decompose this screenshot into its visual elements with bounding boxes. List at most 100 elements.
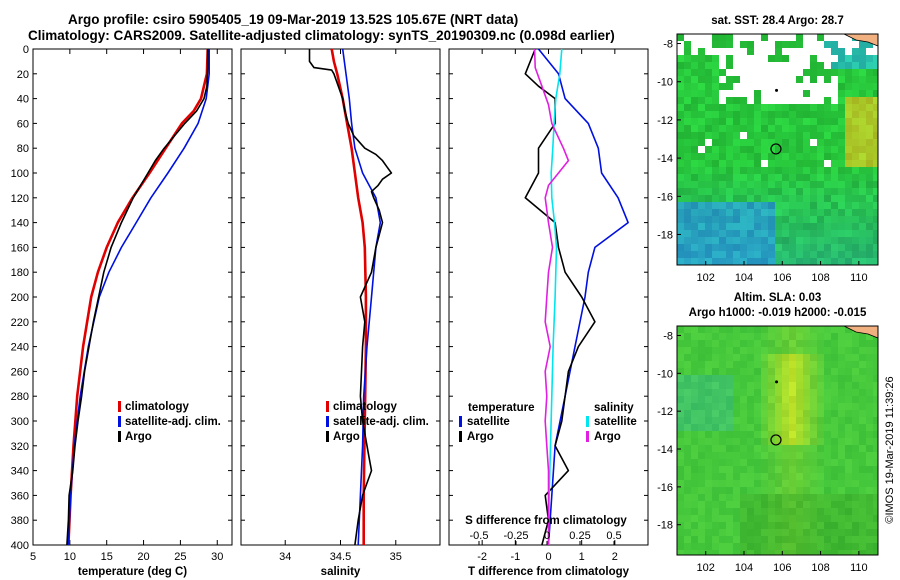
map-cell [775, 216, 782, 223]
map-cell [810, 230, 817, 237]
map-cell [789, 536, 796, 543]
map-cell [698, 529, 705, 536]
map-cell [782, 326, 789, 333]
map-cell [789, 529, 796, 536]
map-cell [796, 118, 803, 125]
map-cell [831, 174, 838, 181]
map-cell [768, 459, 775, 466]
map-cell [698, 139, 705, 146]
map-cell [859, 153, 866, 160]
map-cell [782, 34, 789, 41]
map-cell [712, 424, 719, 431]
map-cell [677, 202, 684, 209]
map-cell [852, 494, 859, 501]
map-cell [726, 473, 733, 480]
map-cell [789, 396, 796, 403]
map-cell [698, 174, 705, 181]
map-cell [852, 410, 859, 417]
map-cell [754, 529, 761, 536]
map-cell [698, 536, 705, 543]
map-x-tick-label: 110 [850, 562, 868, 574]
map-subtitle: Argo h1000: -0.019 h2000: -0.015 [689, 307, 867, 319]
map-cell [719, 487, 726, 494]
map-cell [817, 195, 824, 202]
map-cell [747, 536, 754, 543]
map-cell [810, 340, 817, 347]
map-cell [705, 368, 712, 375]
map-cell [824, 62, 831, 69]
map-cell [754, 48, 761, 55]
map-cell [712, 167, 719, 174]
map-cell [796, 375, 803, 382]
map-cell [705, 417, 712, 424]
map-cell [712, 438, 719, 445]
map-cell [705, 494, 712, 501]
map-cell [684, 62, 691, 69]
map-cell [684, 132, 691, 139]
map-cell [768, 83, 775, 90]
map-title: Altim. SLA: 0.03 [734, 292, 822, 304]
map-cell [873, 494, 878, 501]
map-cell [831, 132, 838, 139]
map-cell [866, 375, 873, 382]
map-cell [768, 389, 775, 396]
x-tick-label: 0 [545, 551, 551, 563]
map-cell [852, 438, 859, 445]
map-cell [775, 90, 782, 97]
map-cell [719, 139, 726, 146]
map-cell [775, 223, 782, 230]
map-cell [859, 543, 866, 550]
argo-position-marker [770, 434, 782, 446]
map-cell [866, 251, 873, 258]
map-cell [775, 543, 782, 550]
map-cell [803, 445, 810, 452]
map-cell [684, 522, 691, 529]
map-cell [803, 139, 810, 146]
map-cell [831, 76, 838, 83]
map-cell [782, 494, 789, 501]
map-cell [705, 34, 712, 41]
map-cell [747, 244, 754, 251]
map-cell [754, 354, 761, 361]
map-cell [782, 347, 789, 354]
map-cell [803, 153, 810, 160]
map-cell [866, 389, 873, 396]
map-cell [796, 389, 803, 396]
map-cell [691, 536, 698, 543]
map-cell [719, 480, 726, 487]
map-cell [810, 417, 817, 424]
map-cell [705, 139, 712, 146]
map-cell [845, 543, 852, 550]
map-cell [824, 216, 831, 223]
x2-tick-label: 0.25 [569, 530, 590, 542]
map-cell [789, 424, 796, 431]
map-cell [691, 83, 698, 90]
map-cell [740, 522, 747, 529]
map-cell [824, 258, 831, 265]
map-cell [838, 480, 845, 487]
map-cell [768, 354, 775, 361]
map-cell [740, 410, 747, 417]
map-cell [845, 501, 852, 508]
y-tick-label: 140 [11, 218, 29, 230]
map-cell [684, 543, 691, 550]
map-cell [838, 146, 845, 153]
map-cell [705, 466, 712, 473]
map-cell [768, 153, 775, 160]
map-cell [712, 76, 719, 83]
map-cell [845, 459, 852, 466]
map-cell [873, 139, 878, 146]
map-cell [719, 97, 726, 104]
map-cell [817, 438, 824, 445]
map-cell [740, 62, 747, 69]
map-cell [733, 83, 740, 90]
y-tick-label: 40 [17, 94, 29, 106]
map-cell [705, 347, 712, 354]
map-cell [719, 466, 726, 473]
map-cell [803, 459, 810, 466]
map-cell [859, 522, 866, 529]
map-cell [698, 459, 705, 466]
map-cell [803, 347, 810, 354]
legend-label: climatology [333, 401, 398, 413]
map-cell [684, 473, 691, 480]
